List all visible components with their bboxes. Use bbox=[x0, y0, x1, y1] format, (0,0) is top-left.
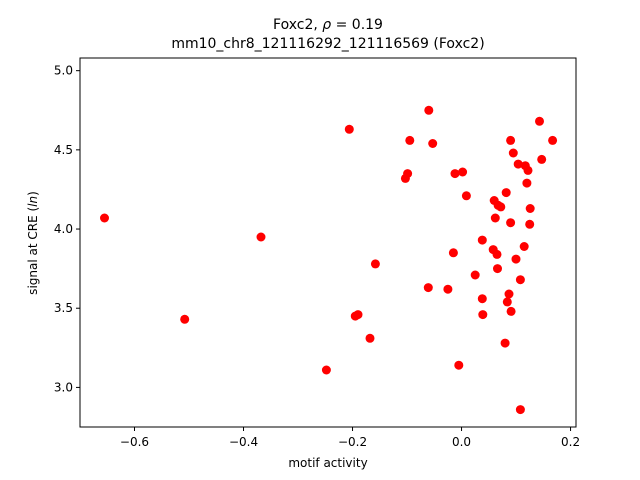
data-point bbox=[522, 178, 532, 188]
data-point bbox=[450, 169, 460, 179]
data-point bbox=[405, 135, 415, 145]
x-tick-label: −0.6 bbox=[120, 435, 149, 449]
data-point bbox=[502, 297, 512, 307]
data-point bbox=[403, 169, 413, 179]
data-point bbox=[519, 242, 529, 251]
data-point bbox=[365, 333, 375, 343]
data-point bbox=[423, 283, 433, 293]
data-point bbox=[448, 248, 458, 258]
data-point bbox=[504, 289, 514, 299]
y-tick-label: 3.0 bbox=[54, 380, 73, 394]
data-point bbox=[470, 270, 480, 280]
y-axis-label: signal at CRE (ln) bbox=[26, 191, 40, 295]
data-point bbox=[525, 219, 535, 229]
data-point bbox=[443, 284, 453, 294]
data-point bbox=[180, 314, 190, 324]
x-tick-label: 0.0 bbox=[452, 435, 471, 449]
y-tick-label: 4.0 bbox=[54, 222, 73, 236]
data-point bbox=[100, 213, 109, 223]
data-point bbox=[523, 165, 533, 175]
data-point bbox=[506, 135, 516, 145]
data-point bbox=[513, 159, 523, 169]
data-point bbox=[506, 218, 516, 228]
x-axis-ticks: −0.6 −0.4 −0.2 0.0 0.2 bbox=[120, 427, 580, 449]
data-point bbox=[508, 148, 518, 158]
data-point bbox=[501, 188, 511, 198]
data-point bbox=[500, 338, 510, 348]
chart-subtitle: mm10_chr8_121116292_121116569 (Foxc2) bbox=[171, 36, 484, 52]
data-point bbox=[458, 167, 468, 177]
data-point bbox=[428, 139, 438, 148]
y-tick-label: 3.5 bbox=[54, 301, 73, 315]
data-point bbox=[493, 264, 502, 274]
data-point bbox=[370, 259, 380, 269]
x-axis-label: motif activity bbox=[288, 456, 367, 470]
data-point bbox=[477, 294, 487, 304]
data-point bbox=[490, 213, 500, 223]
x-tick-label: −0.2 bbox=[338, 435, 367, 449]
x-tick-label: −0.4 bbox=[229, 435, 258, 449]
data-point bbox=[525, 204, 535, 213]
data-point bbox=[548, 135, 558, 145]
y-axis-ticks: 3.0 3.5 4.0 4.5 5.0 bbox=[54, 64, 80, 394]
data-point bbox=[506, 306, 516, 316]
data-point bbox=[496, 202, 506, 212]
data-point bbox=[515, 405, 525, 415]
data-point bbox=[461, 191, 471, 201]
y-tick-label: 5.0 bbox=[54, 64, 73, 78]
chart-title: Foxc2, ρ = 0.19 bbox=[273, 17, 383, 33]
data-point bbox=[424, 105, 434, 115]
y-tick-label: 4.5 bbox=[54, 143, 73, 157]
data-point bbox=[535, 116, 544, 126]
data-point bbox=[353, 310, 363, 320]
data-point bbox=[454, 360, 464, 370]
data-points bbox=[100, 105, 558, 415]
x-tick-label: 0.2 bbox=[561, 435, 580, 449]
data-point bbox=[344, 124, 354, 134]
plot-frame bbox=[79, 57, 577, 428]
data-point bbox=[477, 235, 487, 245]
data-point bbox=[256, 232, 266, 242]
data-point bbox=[492, 249, 502, 259]
data-point bbox=[511, 254, 521, 264]
data-point bbox=[321, 365, 331, 375]
data-point bbox=[478, 310, 488, 320]
data-point bbox=[515, 275, 525, 285]
data-point bbox=[537, 154, 547, 164]
